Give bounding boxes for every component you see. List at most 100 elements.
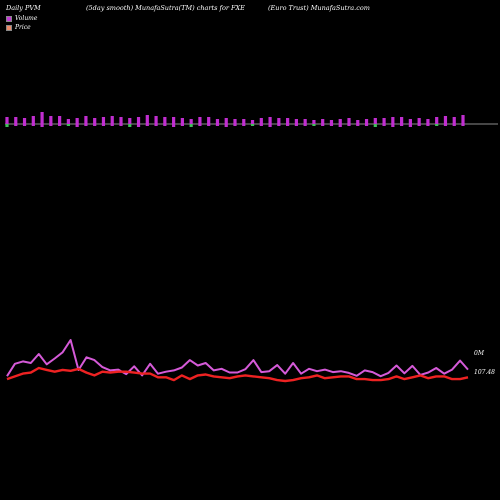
volume-bar bbox=[172, 117, 176, 124]
volume-bar bbox=[84, 116, 88, 124]
volume-bar bbox=[40, 112, 44, 124]
volume-bar bbox=[277, 118, 281, 124]
volume-bar bbox=[66, 119, 70, 124]
volume-series-line bbox=[6, 339, 469, 378]
volume-bar-down bbox=[145, 124, 149, 126]
volume-bar-down bbox=[31, 124, 35, 126]
volume-bar bbox=[189, 119, 193, 124]
volume-bar-down bbox=[268, 124, 272, 127]
volume-bar bbox=[435, 117, 439, 124]
volume-bar bbox=[31, 116, 35, 124]
volume-bar-down bbox=[259, 124, 263, 126]
volume-bar-down bbox=[189, 124, 193, 127]
volume-bar-down bbox=[163, 124, 167, 126]
volume-bar-down bbox=[58, 124, 62, 126]
volume-bar bbox=[75, 118, 79, 124]
volume-bar bbox=[136, 117, 141, 124]
volume-bar bbox=[400, 117, 404, 124]
volume-bar bbox=[198, 117, 202, 124]
volume-bar bbox=[329, 120, 334, 124]
volume-bar-down bbox=[40, 124, 44, 127]
volume-bar-down bbox=[215, 124, 220, 126]
volume-bar bbox=[119, 117, 123, 124]
volume-bar-down bbox=[242, 124, 246, 126]
volume-bar-down bbox=[101, 124, 106, 126]
volume-bar-down bbox=[66, 124, 70, 126]
volume-bar bbox=[93, 118, 97, 124]
volume-bar-down bbox=[224, 124, 228, 127]
legend-volume-label: Volume bbox=[15, 15, 38, 22]
volume-bar bbox=[338, 119, 342, 124]
volume-bar-down bbox=[110, 124, 114, 126]
volume-bar-down bbox=[338, 124, 342, 127]
volume-bar bbox=[49, 116, 53, 124]
legend-price-label: Price bbox=[15, 24, 31, 31]
volume-bar bbox=[321, 119, 325, 124]
volume-bar bbox=[312, 120, 316, 124]
volume-bar-down bbox=[417, 124, 421, 126]
volume-bar-down bbox=[347, 124, 351, 126]
chart-title-right: (Euro Trust) MunafaSutra.com bbox=[268, 4, 370, 12]
volume-bar-down bbox=[277, 124, 281, 126]
volume-bar-down bbox=[408, 124, 412, 127]
volume-bar bbox=[461, 115, 465, 124]
volume-bar-down bbox=[49, 124, 53, 126]
volume-bar-down bbox=[5, 124, 9, 127]
volume-bar bbox=[443, 116, 448, 124]
volume-bar bbox=[180, 118, 184, 124]
volume-bar bbox=[58, 116, 62, 124]
legend-price: Price bbox=[6, 24, 31, 31]
volume-bar-down bbox=[391, 124, 395, 127]
volume-bar-down bbox=[119, 124, 123, 126]
volume-bar-down bbox=[198, 124, 202, 126]
volume-bar-down bbox=[22, 124, 27, 126]
volume-bar-down bbox=[329, 124, 334, 126]
volume-bar bbox=[163, 117, 167, 124]
volume-bar bbox=[268, 117, 272, 124]
volume-bar bbox=[22, 118, 27, 124]
volume-bar bbox=[101, 117, 106, 124]
price-axis-label: 107.48 bbox=[474, 369, 495, 376]
volume-bar bbox=[347, 118, 351, 124]
volume-bar bbox=[207, 117, 211, 124]
volume-bar-down bbox=[154, 124, 158, 126]
volume-bar-down bbox=[180, 124, 184, 126]
volume-bar bbox=[382, 118, 386, 124]
volume-bar bbox=[145, 115, 149, 124]
legend-price-swatch bbox=[6, 24, 12, 31]
volume-bar bbox=[417, 118, 421, 124]
chart-title-left: Daily PVM bbox=[6, 4, 41, 12]
volume-bar-down bbox=[286, 124, 290, 126]
volume-bar bbox=[303, 119, 307, 124]
volume-bar bbox=[154, 116, 158, 124]
volume-bar-down bbox=[136, 124, 141, 127]
volume-bar-down bbox=[461, 124, 465, 126]
volume-bar bbox=[391, 117, 395, 124]
volume-bar-down bbox=[435, 124, 439, 126]
legend-volume: Volume bbox=[6, 15, 37, 22]
volume-bar bbox=[250, 120, 255, 124]
volume-bar-down bbox=[321, 124, 325, 126]
volume-bar bbox=[110, 116, 114, 124]
volume-bar bbox=[426, 119, 430, 124]
volume-bar bbox=[356, 120, 360, 124]
price-series-line bbox=[6, 366, 469, 383]
volume-bar bbox=[242, 119, 246, 124]
volume-bar-down bbox=[14, 124, 18, 126]
volume-bar-down bbox=[93, 124, 97, 126]
volume-bar-down bbox=[364, 124, 369, 126]
volume-bar-down bbox=[382, 124, 386, 126]
volume-axis-label: 0M bbox=[474, 350, 484, 357]
volume-bar bbox=[215, 119, 220, 124]
volume-bar-down bbox=[356, 124, 360, 126]
volume-bar-down bbox=[84, 124, 88, 126]
volume-bar bbox=[286, 118, 290, 124]
volume-bar-down bbox=[75, 124, 79, 127]
volume-bar-down bbox=[250, 124, 255, 126]
volume-bar bbox=[408, 119, 412, 124]
volume-bar-down bbox=[303, 124, 307, 126]
legend-volume-swatch bbox=[6, 15, 12, 22]
volume-bar-down bbox=[443, 124, 448, 126]
volume-bar-down bbox=[400, 124, 404, 126]
